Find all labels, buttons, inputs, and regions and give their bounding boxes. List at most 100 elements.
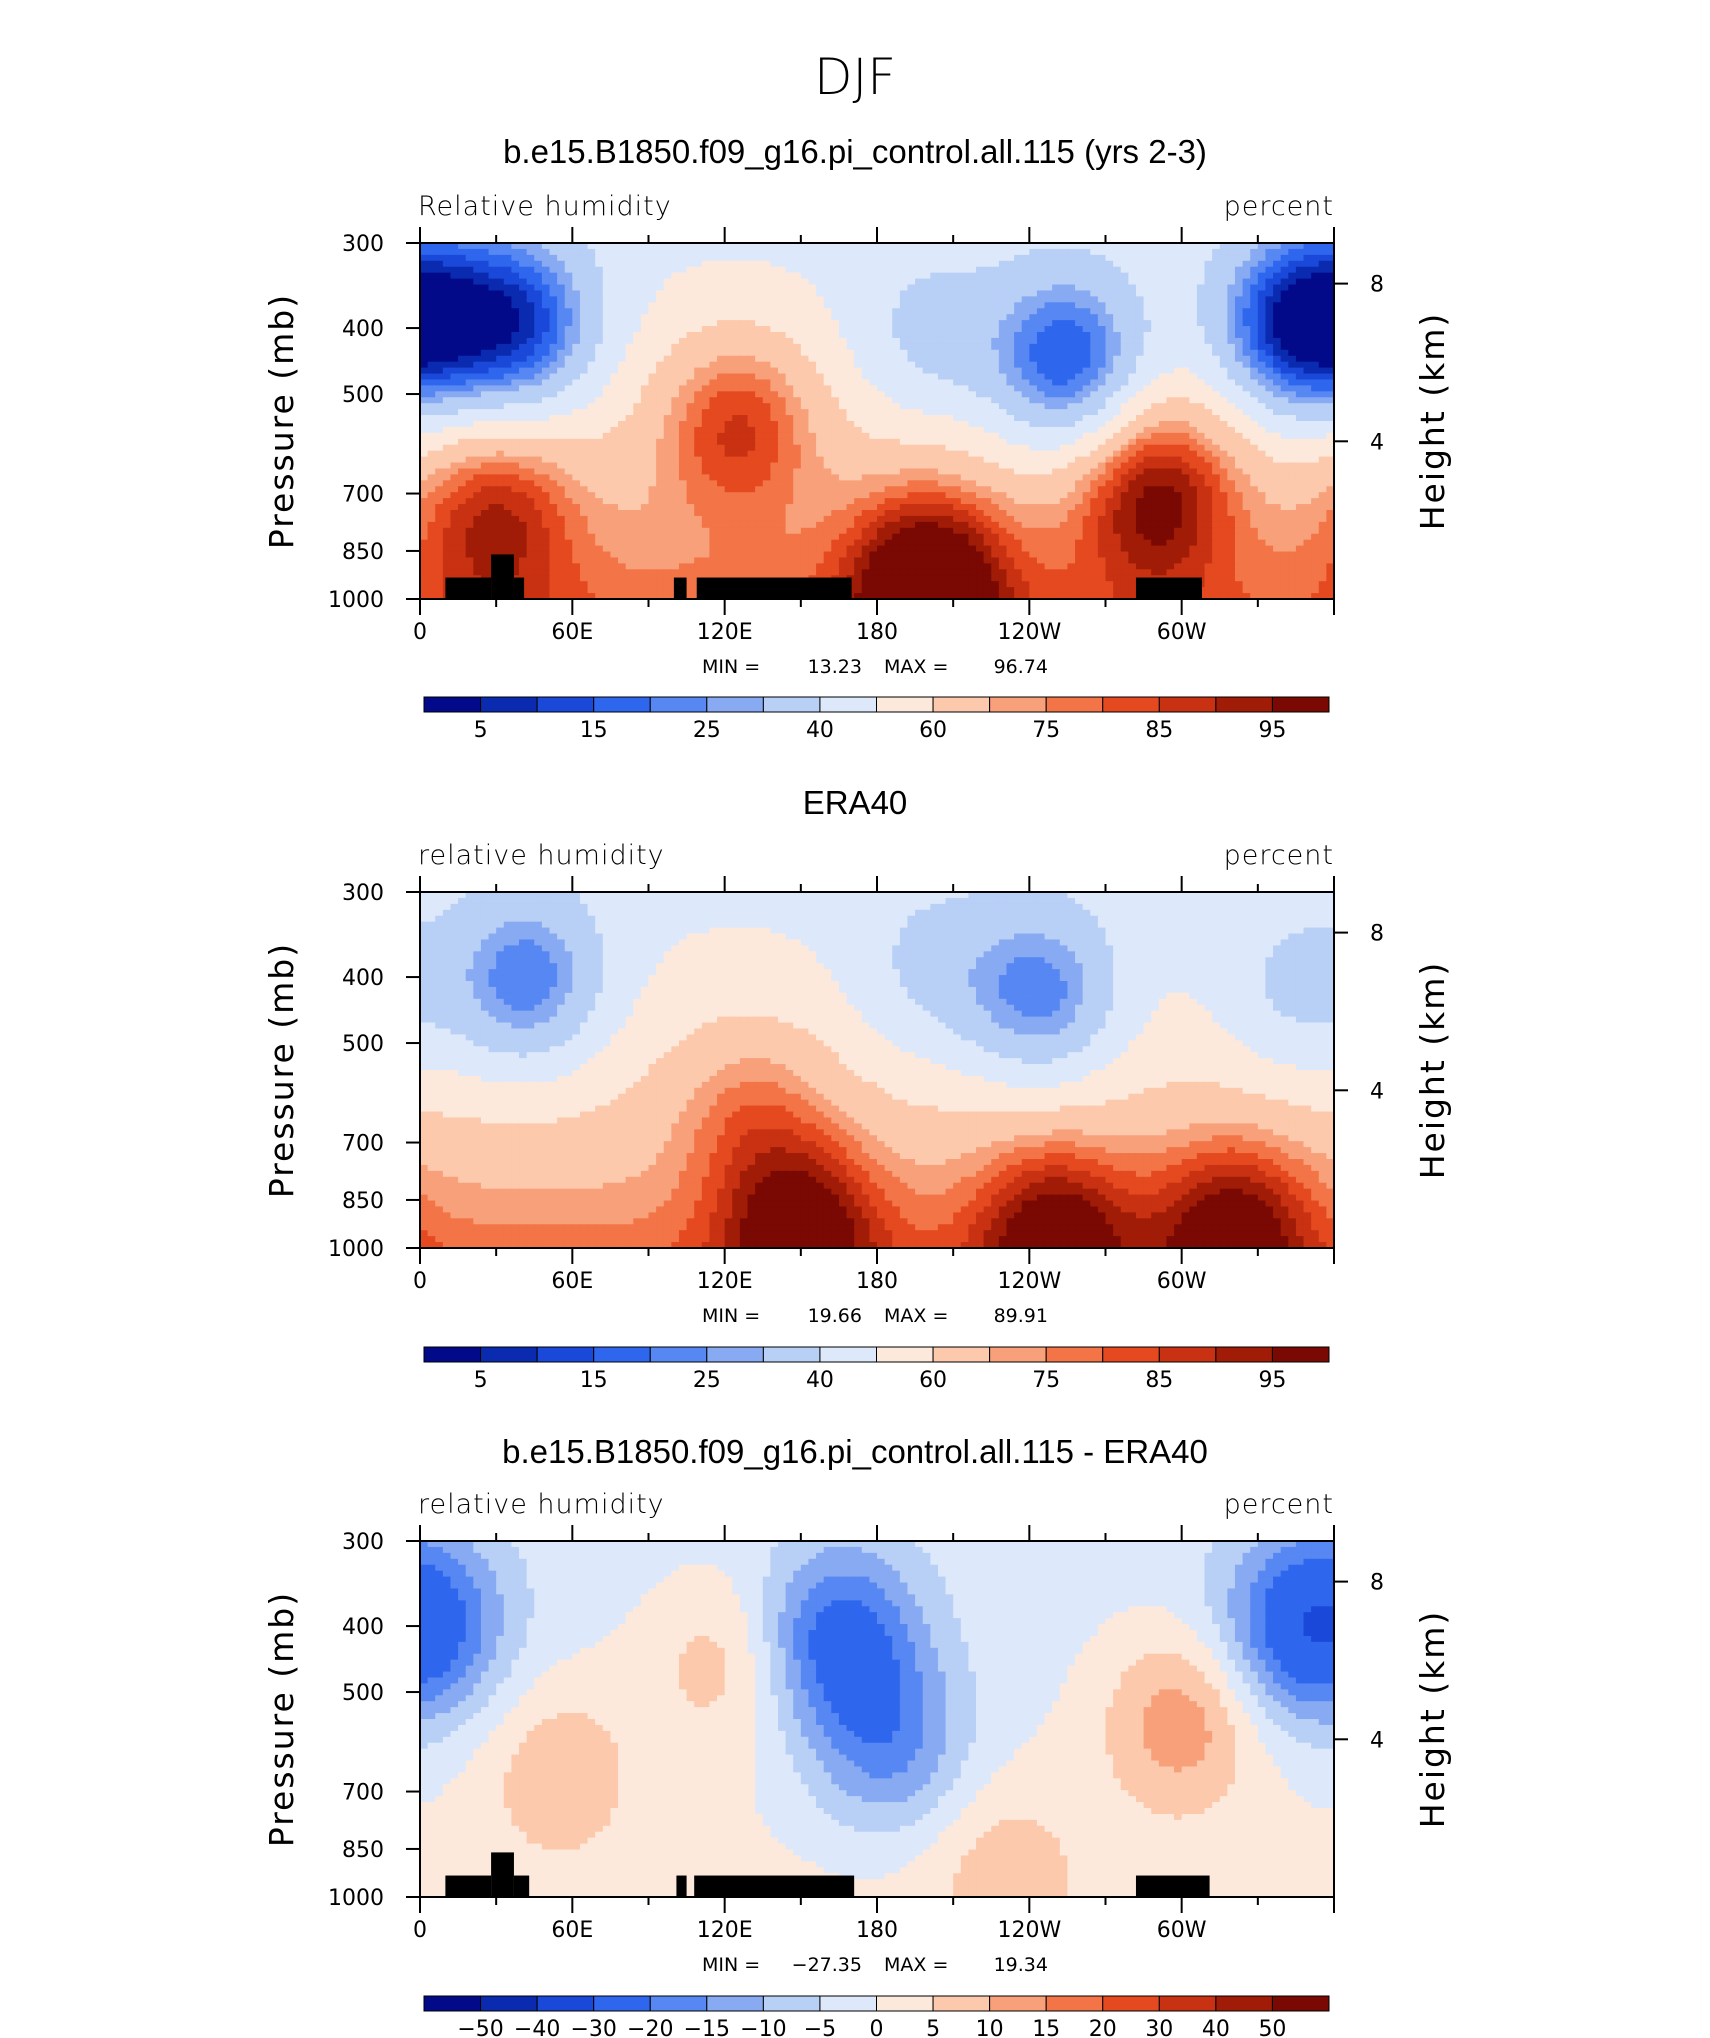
- contour-cell: [899, 243, 909, 250]
- contour-cell: [587, 391, 596, 398]
- contour-cell: [953, 243, 962, 250]
- contour-cell: [1280, 474, 1289, 481]
- contour-cell: [953, 456, 962, 464]
- contour-cell: [473, 260, 482, 268]
- contour-cell: [968, 302, 977, 309]
- contour-cell: [793, 243, 802, 250]
- contour-cell: [930, 444, 939, 452]
- contour-cell: [557, 266, 566, 274]
- contour-cell: [1113, 438, 1122, 446]
- contour-cell: [1006, 385, 1015, 392]
- contour-cell: [1181, 409, 1190, 416]
- contour-cell: [1303, 332, 1312, 339]
- contour-cell: [838, 254, 848, 262]
- contour-cell: [1059, 326, 1069, 333]
- contour-cell: [899, 290, 909, 297]
- contour-cell: [968, 397, 977, 404]
- contour-cell: [1311, 355, 1320, 363]
- contour-cell: [1135, 462, 1145, 470]
- contour-cell: [1227, 474, 1236, 481]
- contour-cell: [1227, 302, 1236, 309]
- contour-cell: [1219, 403, 1228, 410]
- contour-cell: [755, 379, 764, 386]
- contour-cell: [831, 326, 840, 333]
- contour-cell: [1295, 332, 1305, 339]
- contour-cell: [442, 284, 452, 292]
- contour-cell: [709, 284, 718, 292]
- contour-cell: [1029, 284, 1038, 292]
- contour-cell: [1174, 355, 1183, 363]
- contour-cell: [1257, 337, 1267, 345]
- contour-cell: [610, 272, 619, 280]
- contour-cell: [1326, 426, 1335, 434]
- contour-cell: [1135, 308, 1145, 315]
- contour-cell: [823, 367, 832, 375]
- contour-cell: [755, 337, 764, 345]
- contour-cell: [503, 397, 512, 404]
- contour-cell: [762, 296, 771, 303]
- contour-cell: [671, 456, 680, 464]
- contour-cell: [1273, 337, 1282, 345]
- contour-cell: [1257, 379, 1267, 386]
- contour-cell: [983, 415, 992, 422]
- contour-cell: [709, 361, 718, 369]
- contour-cell: [572, 367, 581, 375]
- contour-cell: [854, 343, 863, 351]
- contour-cell: [633, 367, 642, 375]
- contour-cell: [610, 462, 619, 470]
- contour-cell: [1326, 272, 1335, 280]
- contour-cell: [602, 349, 612, 357]
- contour-cell: [800, 337, 810, 345]
- contour-cell: [1075, 438, 1084, 446]
- contour-cell: [816, 468, 825, 475]
- contour-cell: [442, 332, 452, 339]
- contour-cell: [793, 426, 802, 434]
- contour-cell: [1295, 379, 1305, 386]
- contour-cell: [1273, 474, 1282, 481]
- contour-cell: [823, 326, 832, 333]
- contour-cell: [960, 385, 969, 392]
- contour-cell: [823, 456, 832, 464]
- contour-cell: [503, 385, 512, 392]
- contour-cell: [937, 343, 947, 351]
- contour-cell: [976, 409, 985, 416]
- contour-cell: [534, 474, 543, 481]
- contour-cell: [465, 343, 474, 351]
- contour-cell: [602, 438, 612, 446]
- contour-cell: [701, 432, 711, 440]
- contour-cell: [1143, 450, 1152, 458]
- contour-cell: [1029, 415, 1038, 422]
- contour-cell: [602, 266, 612, 274]
- contour-cell: [1250, 243, 1259, 250]
- contour-cell: [831, 314, 840, 321]
- contour-cell: [1082, 450, 1091, 458]
- contour-cell: [739, 438, 749, 446]
- contour-cell: [732, 278, 741, 286]
- contour-cell: [633, 379, 642, 386]
- contour-cell: [1326, 349, 1335, 357]
- contour-cell: [1250, 278, 1259, 286]
- contour-cell: [488, 349, 497, 357]
- contour-cell: [633, 456, 642, 464]
- contour-cell: [557, 421, 566, 428]
- contour-cell: [1143, 367, 1152, 375]
- contour-cell: [1196, 254, 1206, 262]
- contour-cell: [1006, 415, 1015, 422]
- contour-cell: [976, 421, 985, 428]
- contour-cell: [511, 426, 520, 434]
- contour-cell: [1059, 403, 1069, 410]
- contour-cell: [648, 373, 657, 381]
- contour-cell: [846, 415, 855, 422]
- contour-cell: [915, 462, 924, 470]
- contour-cell: [884, 432, 893, 440]
- contour-cell: [420, 397, 429, 404]
- contour-cell: [694, 468, 703, 475]
- contour-cell: [877, 284, 886, 292]
- contour-cell: [861, 403, 870, 410]
- contour-cell: [976, 314, 985, 321]
- contour-cell: [526, 349, 535, 357]
- contour-cell: [816, 266, 825, 274]
- contour-cell: [694, 290, 703, 297]
- contour-cell: [496, 266, 505, 274]
- contour-cell: [1250, 367, 1259, 375]
